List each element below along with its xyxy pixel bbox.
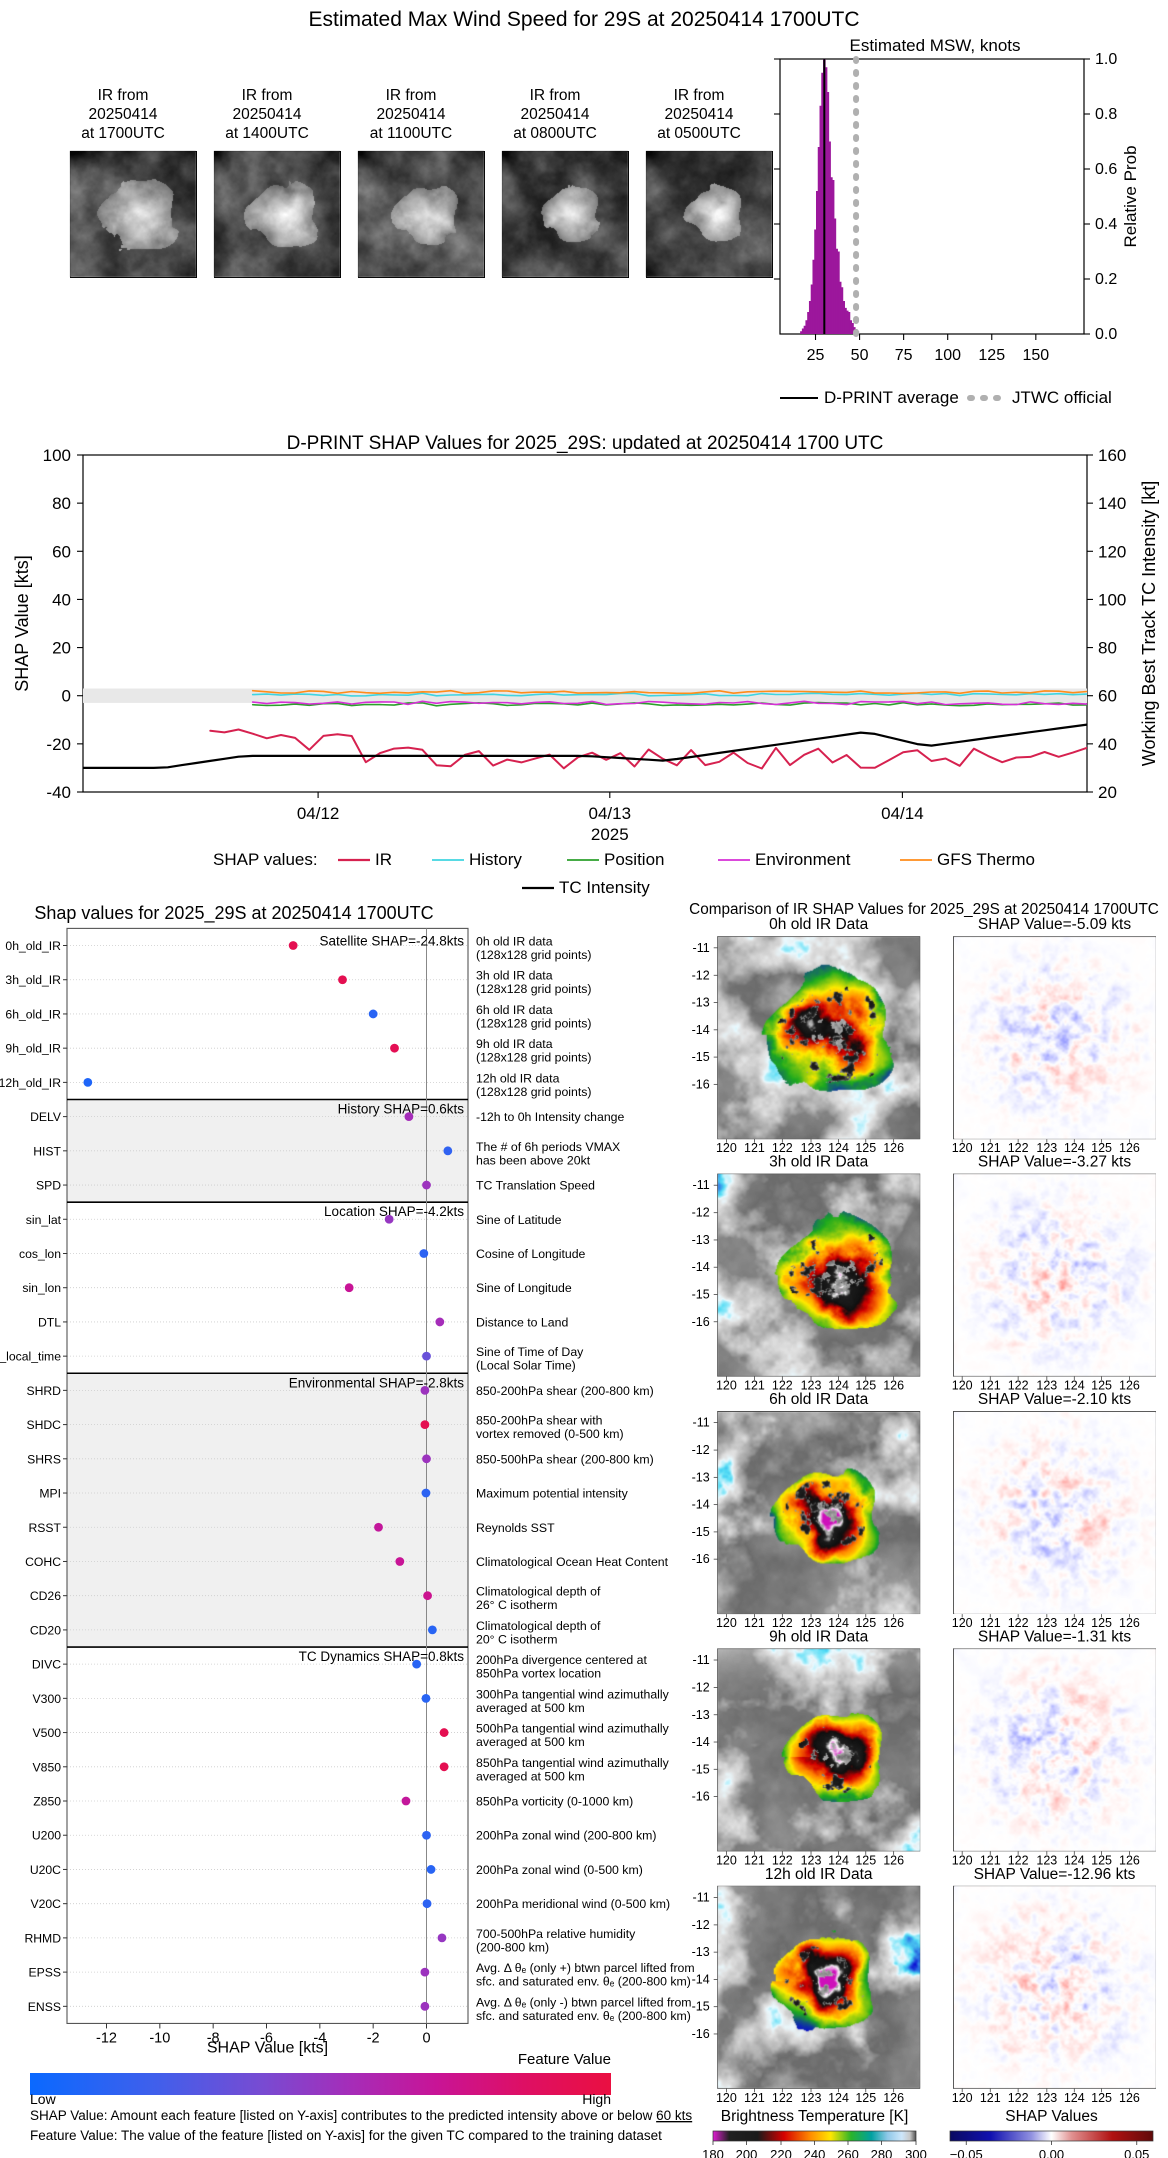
svg-text:122: 122 <box>772 2091 793 2105</box>
svg-text:120: 120 <box>952 1141 973 1155</box>
svg-text:-15: -15 <box>692 2000 710 2014</box>
svg-text:-11: -11 <box>693 1653 710 1667</box>
svg-text:-13: -13 <box>692 1470 710 1484</box>
svg-text:-12: -12 <box>692 1680 710 1694</box>
svg-text:-14: -14 <box>692 1972 710 1986</box>
svg-text:-16: -16 <box>692 1552 710 1566</box>
svg-text:-13: -13 <box>692 996 710 1010</box>
svg-text:-12: -12 <box>692 968 710 982</box>
svg-text:0h old IR Data: 0h old IR Data <box>769 916 868 933</box>
svg-text:-11: -11 <box>693 941 710 955</box>
svg-text:12h old IR Data: 12h old IR Data <box>765 1866 873 1883</box>
svg-text:125: 125 <box>855 2091 876 2105</box>
svg-text:-11: -11 <box>693 1416 710 1430</box>
svg-text:-11: -11 <box>693 1890 710 1904</box>
svg-text:-13: -13 <box>692 1708 710 1722</box>
svg-text:124: 124 <box>1064 2091 1085 2105</box>
svg-text:-13: -13 <box>692 1233 710 1247</box>
svg-text:122: 122 <box>1008 2091 1029 2105</box>
svg-text:121: 121 <box>980 2091 1001 2105</box>
svg-text:120: 120 <box>716 1616 737 1630</box>
svg-text:-14: -14 <box>692 1735 710 1749</box>
svg-text:280: 280 <box>871 2147 893 2158</box>
svg-text:126: 126 <box>883 1379 904 1393</box>
svg-text:-14: -14 <box>692 1260 710 1274</box>
svg-text:SHAP Values: SHAP Values <box>1005 2108 1098 2125</box>
svg-text:220: 220 <box>770 2147 792 2158</box>
svg-text:300: 300 <box>905 2147 927 2158</box>
svg-text:126: 126 <box>883 1616 904 1630</box>
svg-text:121: 121 <box>744 2091 765 2105</box>
svg-text:121: 121 <box>744 1616 765 1630</box>
svg-text:120: 120 <box>716 1379 737 1393</box>
svg-text:-13: -13 <box>692 1945 710 1959</box>
svg-text:-14: -14 <box>692 1498 710 1512</box>
svg-text:-16: -16 <box>692 1315 710 1329</box>
svg-text:0.00: 0.00 <box>1039 2147 1064 2158</box>
svg-text:3h old IR Data: 3h old IR Data <box>769 1154 868 1171</box>
svg-text:SHAP Value=-3.27 kts: SHAP Value=-3.27 kts <box>978 1154 1131 1171</box>
svg-text:126: 126 <box>1119 2091 1140 2105</box>
svg-text:−0.05: −0.05 <box>950 2147 983 2158</box>
svg-text:121: 121 <box>744 1853 765 1867</box>
svg-text:-15: -15 <box>692 1050 710 1064</box>
svg-text:SHAP Value=-12.96 kts: SHAP Value=-12.96 kts <box>974 1866 1136 1883</box>
svg-text:-16: -16 <box>692 1790 710 1804</box>
svg-text:240: 240 <box>804 2147 826 2158</box>
svg-text:126: 126 <box>883 1853 904 1867</box>
svg-text:126: 126 <box>883 2091 904 2105</box>
svg-text:-16: -16 <box>692 1077 710 1091</box>
svg-text:120: 120 <box>952 1379 973 1393</box>
svg-text:120: 120 <box>952 1853 973 1867</box>
svg-text:121: 121 <box>744 1141 765 1155</box>
svg-text:120: 120 <box>952 1616 973 1630</box>
svg-text:125: 125 <box>1091 2091 1112 2105</box>
svg-text:-15: -15 <box>692 1287 710 1301</box>
svg-text:120: 120 <box>716 1141 737 1155</box>
svg-text:-15: -15 <box>692 1762 710 1776</box>
svg-text:180: 180 <box>702 2147 724 2158</box>
svg-text:-15: -15 <box>692 1525 710 1539</box>
svg-text:SHAP Value=-5.09 kts: SHAP Value=-5.09 kts <box>978 916 1131 933</box>
svg-text:121: 121 <box>744 1379 765 1393</box>
svg-text:123: 123 <box>801 2091 822 2105</box>
svg-text:Brightness Temperature [K]: Brightness Temperature [K] <box>721 2108 909 2125</box>
svg-text:-12: -12 <box>692 1918 710 1932</box>
svg-text:120: 120 <box>716 2091 737 2105</box>
svg-text:-16: -16 <box>692 2027 710 2041</box>
svg-text:-12: -12 <box>692 1206 710 1220</box>
svg-text:SHAP Value=-2.10 kts: SHAP Value=-2.10 kts <box>978 1391 1131 1408</box>
svg-text:120: 120 <box>716 1853 737 1867</box>
svg-text:260: 260 <box>837 2147 859 2158</box>
svg-text:120: 120 <box>952 2091 973 2105</box>
svg-text:0.05: 0.05 <box>1124 2147 1149 2158</box>
svg-text:-12: -12 <box>692 1443 710 1457</box>
svg-text:-11: -11 <box>693 1178 710 1192</box>
svg-text:9h old IR Data: 9h old IR Data <box>769 1628 868 1645</box>
svg-text:-14: -14 <box>692 1023 710 1037</box>
svg-text:6h old IR Data: 6h old IR Data <box>769 1391 868 1408</box>
svg-text:SHAP Value=-1.31 kts: SHAP Value=-1.31 kts <box>978 1628 1131 1645</box>
svg-text:124: 124 <box>828 2091 849 2105</box>
svg-text:200: 200 <box>736 2147 758 2158</box>
svg-text:126: 126 <box>883 1141 904 1155</box>
svg-text:123: 123 <box>1036 2091 1057 2105</box>
